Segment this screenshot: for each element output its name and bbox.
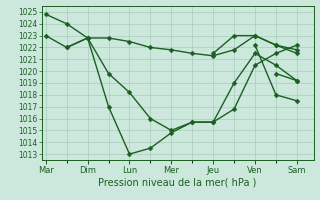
X-axis label: Pression niveau de la mer( hPa ): Pression niveau de la mer( hPa ) (99, 177, 257, 187)
